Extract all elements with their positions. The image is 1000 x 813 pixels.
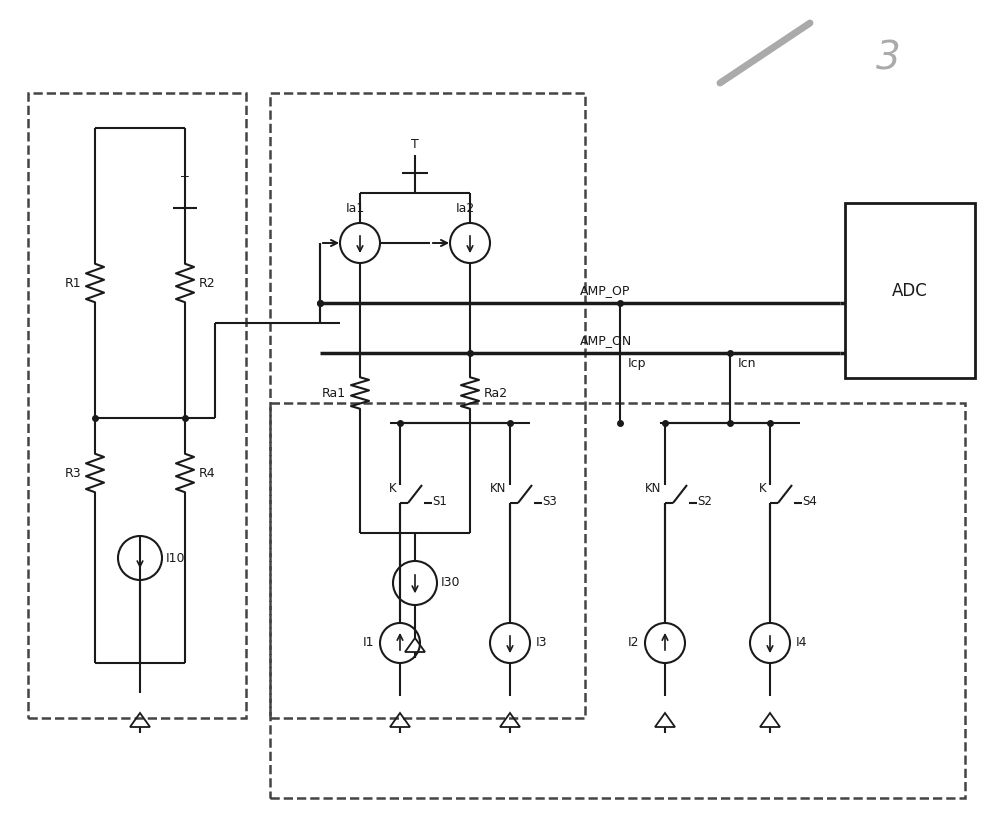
Bar <box>845 203 975 378</box>
Text: AMP_OP: AMP_OP <box>580 284 630 297</box>
Text: T: T <box>181 175 189 188</box>
Text: I30: I30 <box>441 576 460 589</box>
Text: S2: S2 <box>697 494 712 507</box>
Text: Icn: Icn <box>738 356 757 369</box>
Text: S1: S1 <box>432 494 447 507</box>
Text: T: T <box>411 138 419 151</box>
Text: AMP_ON: AMP_ON <box>580 334 632 347</box>
Text: 3: 3 <box>876 39 900 77</box>
Text: Ia1: Ia1 <box>345 202 365 215</box>
Text: I4: I4 <box>796 637 808 650</box>
Text: K: K <box>758 482 766 495</box>
Text: I10: I10 <box>166 551 186 564</box>
Text: Ra2: Ra2 <box>484 386 508 399</box>
Text: S3: S3 <box>542 494 557 507</box>
Text: R3: R3 <box>64 467 81 480</box>
Bar <box>270 403 965 798</box>
Text: ADC: ADC <box>892 281 928 299</box>
Text: I1: I1 <box>362 637 374 650</box>
Text: I3: I3 <box>536 637 548 650</box>
Text: I2: I2 <box>628 637 639 650</box>
Text: Ia2: Ia2 <box>455 202 475 215</box>
Text: S4: S4 <box>802 494 817 507</box>
Text: Ra1: Ra1 <box>322 386 346 399</box>
Text: K: K <box>388 482 396 495</box>
Bar <box>270 93 585 718</box>
Text: Icp: Icp <box>628 356 646 369</box>
Text: R4: R4 <box>199 467 216 480</box>
Text: R1: R1 <box>64 276 81 289</box>
Bar <box>28 93 246 718</box>
Text: R2: R2 <box>199 276 216 289</box>
Text: KN: KN <box>490 482 506 495</box>
Text: KN: KN <box>645 482 661 495</box>
